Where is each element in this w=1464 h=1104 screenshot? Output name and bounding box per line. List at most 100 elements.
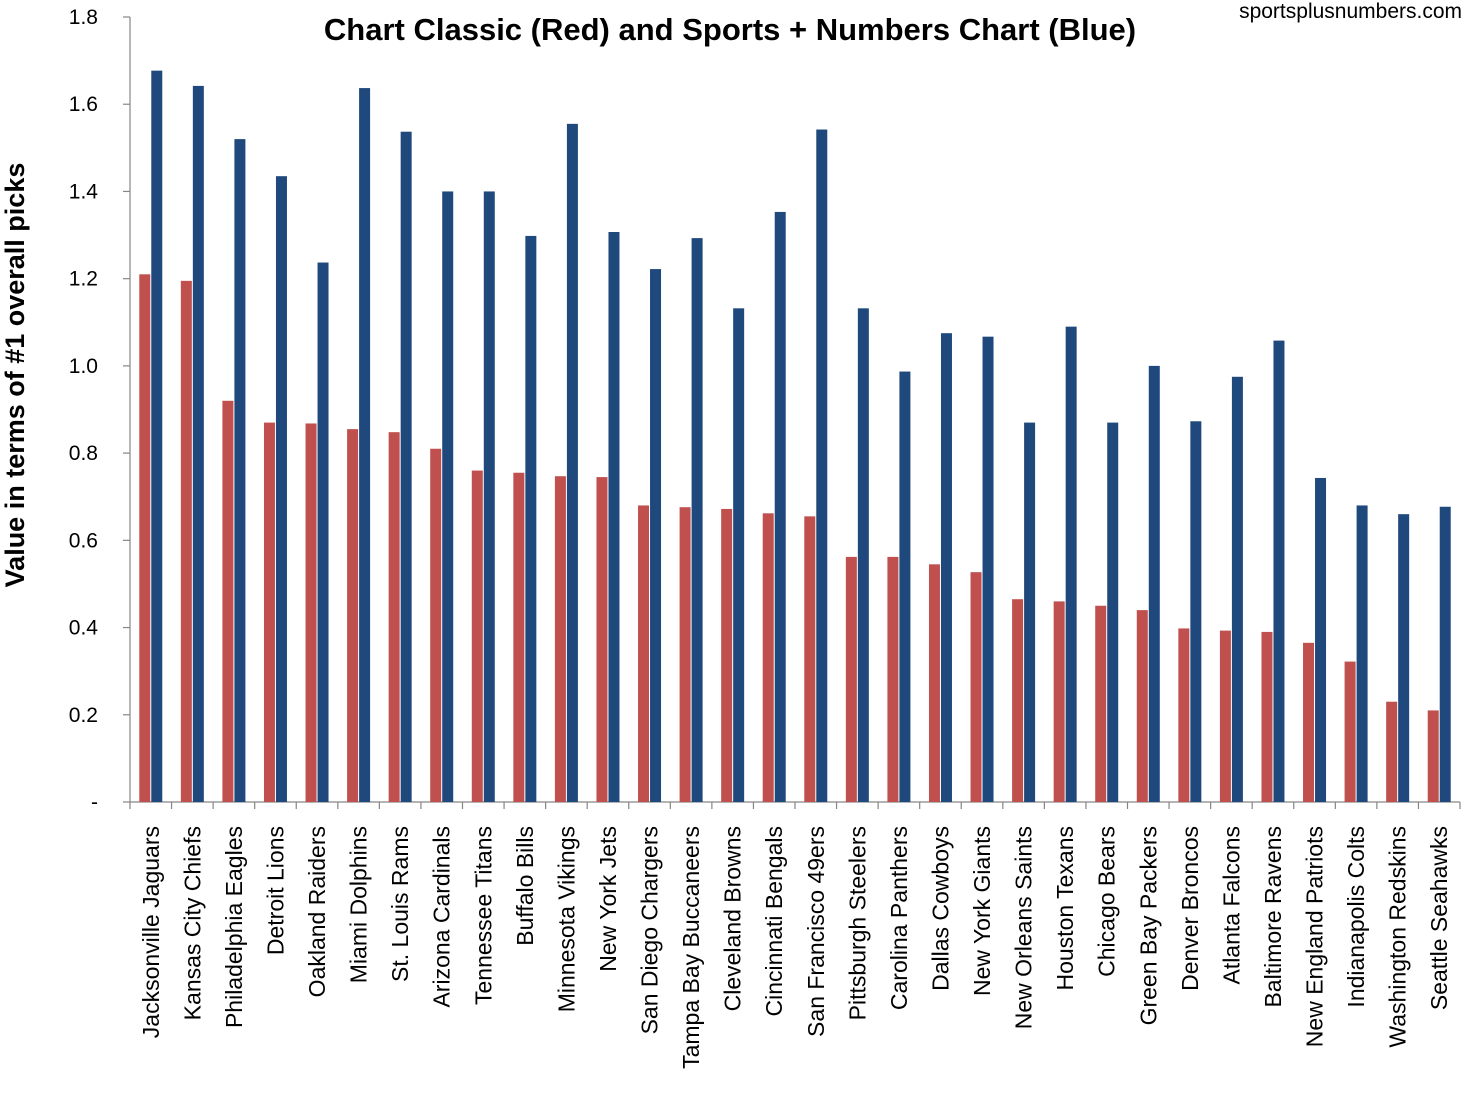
x-tick-label: New York Giants [969, 826, 995, 996]
bar-blue [359, 88, 371, 802]
bar-red [762, 513, 774, 802]
bar-blue [1024, 422, 1036, 802]
bar-red [1427, 710, 1439, 802]
x-tick-label: Jacksonville Jaguars [138, 826, 164, 1038]
y-tick-label: 0.8 [69, 442, 98, 465]
bar-blue [1356, 505, 1368, 802]
bar-blue [151, 70, 163, 803]
y-tick-label: - [91, 791, 98, 814]
x-tick-label: Indianapolis Colts [1343, 826, 1369, 1008]
bar-red [596, 477, 608, 802]
bar-blue [1107, 422, 1119, 802]
bar-red [638, 505, 650, 802]
y-tick-label: 1.4 [69, 180, 99, 203]
bar-red [263, 422, 275, 802]
y-tick-label: 1.8 [69, 6, 98, 29]
x-tick-label: Pittsburgh Steelers [844, 826, 870, 1020]
x-tick-label: Chicago Bears [1094, 826, 1120, 977]
x-tick-label: Minnesota Vikings [553, 826, 579, 1012]
bar-red [305, 423, 317, 802]
x-tick-label: Dallas Cowboys [927, 826, 953, 991]
x-tick-label: Oakland Raiders [304, 826, 330, 997]
bar-red [139, 274, 151, 802]
bar-red [1053, 601, 1065, 802]
bar-blue [234, 139, 246, 803]
bar-red [1136, 610, 1148, 802]
bar-red [1012, 599, 1024, 802]
bar-red [679, 507, 691, 802]
bar-blue [192, 85, 204, 802]
x-tick-label: New England Patriots [1302, 826, 1328, 1047]
x-tick-label: Arizona Cardinals [429, 826, 455, 1008]
bar-blue [1148, 365, 1160, 802]
bar-red [721, 508, 733, 802]
bar-red [554, 476, 566, 802]
x-tick-label: Green Bay Packers [1135, 826, 1161, 1025]
bar-blue [857, 308, 869, 802]
bar-red [1178, 628, 1190, 802]
bar-red [430, 448, 442, 802]
bar-blue [275, 176, 287, 803]
bar-red [887, 556, 899, 802]
bar-blue [442, 191, 454, 802]
bar-blue [691, 238, 703, 802]
x-tick-label: Houston Texans [1052, 826, 1078, 991]
bar-blue [317, 262, 329, 803]
source-note: sportsplusnumbers.com [1239, 0, 1462, 23]
bar-red [1303, 642, 1315, 802]
bar-blue [608, 232, 620, 802]
x-tick-label: Tampa Bay Buccaneers [678, 826, 704, 1069]
bar-blue [566, 123, 578, 802]
x-tick-label: Cleveland Browns [720, 826, 746, 1011]
bar-blue [483, 191, 495, 802]
bar-red [928, 564, 940, 802]
bars [139, 70, 1451, 803]
bar-blue [816, 129, 828, 802]
bar-blue [1315, 477, 1327, 802]
bar-blue [525, 235, 537, 802]
bar-red [1219, 630, 1231, 802]
x-tick-label: Cincinnati Bengals [761, 826, 787, 1017]
y-tick-label: 1.0 [69, 355, 98, 378]
x-tick-label: New York Jets [595, 826, 621, 972]
x-tick-label: Kansas City Chiefs [179, 826, 205, 1020]
x-tick-label: Denver Broncos [1177, 826, 1203, 991]
x-tick-label: Seattle Seahawks [1426, 826, 1452, 1010]
x-tick-label: Detroit Lions [262, 826, 288, 955]
bar-red [1344, 661, 1356, 802]
bar-blue [733, 308, 745, 802]
x-tick-label: Atlanta Falcons [1218, 826, 1244, 985]
x-tick-label: Buffalo Bills [512, 826, 538, 946]
bar-red [222, 400, 234, 802]
bar-red [970, 572, 982, 802]
x-tick-label: Miami Dolphins [346, 826, 372, 983]
bar-red [1095, 605, 1107, 802]
bar-blue [400, 131, 412, 803]
bar-red [180, 280, 192, 802]
bar-blue [1273, 340, 1285, 802]
bar-blue [982, 336, 994, 802]
y-tick-label: 0.4 [69, 617, 99, 640]
x-tick-label: Washington Redskins [1385, 826, 1411, 1048]
x-tick-labels: Jacksonville Jaguars Kansas City Chiefs Ph… [138, 826, 1452, 1069]
bar-red [1386, 701, 1398, 802]
y-tick-label: 0.2 [69, 704, 98, 727]
x-tick-label: San Francisco 49ers [803, 826, 829, 1037]
bar-blue [899, 371, 911, 802]
bar-blue [1065, 326, 1077, 802]
bar-red [513, 472, 525, 802]
bar-blue [1190, 421, 1202, 802]
x-tick-label: Baltimore Ravens [1260, 826, 1286, 1008]
y-tick-label: 1.6 [69, 93, 98, 116]
bar-red [388, 432, 400, 802]
x-tick-label: Carolina Panthers [886, 826, 912, 1010]
x-tick-label: St. Louis Rams [387, 826, 413, 982]
bar-blue [1439, 506, 1451, 802]
y-tick-labels: - 0.2 0.4 0.6 0.8 1.0 1.2 1.4 1.6 1.8 [69, 6, 99, 814]
x-tick-label: Tennessee Titans [470, 826, 496, 1005]
y-axis-label: Value in terms of #1 overall picks [0, 163, 30, 588]
x-tick-label: San Diego Chargers [637, 826, 663, 1034]
bar-red [347, 429, 359, 802]
